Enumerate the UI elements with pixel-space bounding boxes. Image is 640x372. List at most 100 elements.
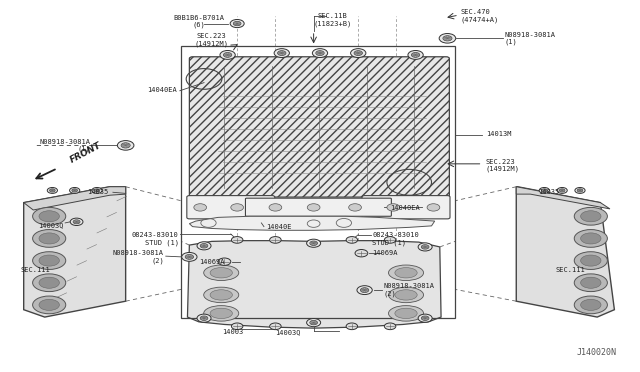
- FancyBboxPatch shape: [362, 196, 450, 219]
- Circle shape: [200, 316, 208, 320]
- Ellipse shape: [388, 306, 424, 321]
- Circle shape: [92, 187, 102, 193]
- Circle shape: [200, 244, 208, 248]
- Text: 14003: 14003: [222, 329, 244, 335]
- Circle shape: [385, 323, 396, 330]
- Polygon shape: [24, 187, 125, 317]
- Text: 14040E: 14040E: [266, 224, 291, 230]
- Circle shape: [269, 323, 281, 330]
- Circle shape: [220, 51, 236, 60]
- Text: SEC.223
(14912M): SEC.223 (14912M): [486, 159, 520, 173]
- Ellipse shape: [388, 265, 424, 280]
- Circle shape: [408, 51, 423, 60]
- Circle shape: [307, 204, 320, 211]
- Circle shape: [231, 204, 244, 211]
- Ellipse shape: [39, 211, 60, 222]
- Circle shape: [360, 288, 369, 292]
- Text: SEC.11B
(11823+B): SEC.11B (11823+B): [314, 13, 352, 27]
- Circle shape: [540, 187, 549, 193]
- Ellipse shape: [574, 230, 607, 247]
- Ellipse shape: [574, 296, 607, 314]
- Text: SEC.223
(14912M): SEC.223 (14912M): [195, 33, 228, 47]
- Circle shape: [307, 239, 321, 247]
- Circle shape: [197, 242, 211, 250]
- Ellipse shape: [580, 233, 601, 244]
- Ellipse shape: [33, 296, 66, 314]
- Polygon shape: [516, 187, 610, 209]
- Circle shape: [70, 218, 83, 225]
- Circle shape: [385, 237, 396, 243]
- Ellipse shape: [204, 265, 239, 280]
- Circle shape: [412, 52, 420, 57]
- Polygon shape: [24, 187, 125, 210]
- Circle shape: [49, 189, 55, 192]
- Ellipse shape: [210, 308, 232, 318]
- Ellipse shape: [574, 274, 607, 292]
- Ellipse shape: [210, 267, 232, 278]
- Ellipse shape: [39, 233, 60, 244]
- Circle shape: [234, 21, 241, 26]
- Text: SEC.470
(47474+A): SEC.470 (47474+A): [460, 9, 499, 23]
- Ellipse shape: [204, 306, 239, 321]
- Circle shape: [575, 187, 585, 193]
- Ellipse shape: [395, 267, 417, 278]
- Text: B0B1B6-B701A
(6): B0B1B6-B701A (6): [173, 15, 225, 28]
- Text: 14069A: 14069A: [199, 259, 225, 265]
- Circle shape: [418, 314, 432, 322]
- Ellipse shape: [574, 252, 607, 269]
- Ellipse shape: [580, 277, 601, 288]
- Circle shape: [232, 237, 243, 243]
- Text: 08243-83010
STUD (1): 08243-83010 STUD (1): [372, 232, 419, 246]
- Circle shape: [223, 52, 232, 57]
- Text: 14035: 14035: [87, 189, 108, 195]
- Circle shape: [94, 189, 100, 192]
- Ellipse shape: [33, 274, 66, 292]
- Ellipse shape: [39, 299, 60, 310]
- Text: N08918-3081A
(1): N08918-3081A (1): [40, 139, 91, 152]
- Circle shape: [346, 237, 358, 243]
- Circle shape: [443, 36, 452, 41]
- Ellipse shape: [33, 252, 66, 269]
- Circle shape: [421, 245, 429, 249]
- Text: 14069A: 14069A: [372, 250, 397, 256]
- Circle shape: [197, 314, 211, 322]
- Circle shape: [73, 220, 80, 224]
- Ellipse shape: [33, 230, 66, 247]
- Text: J140020N: J140020N: [576, 347, 616, 357]
- Ellipse shape: [580, 299, 601, 310]
- Text: N08918-3081A
(2): N08918-3081A (2): [384, 283, 435, 297]
- Circle shape: [117, 141, 134, 150]
- Ellipse shape: [395, 308, 417, 318]
- Polygon shape: [188, 241, 441, 328]
- Ellipse shape: [395, 290, 417, 300]
- Ellipse shape: [39, 277, 60, 288]
- Circle shape: [47, 187, 58, 193]
- Circle shape: [427, 204, 440, 211]
- Circle shape: [418, 243, 432, 251]
- Ellipse shape: [580, 255, 601, 266]
- Circle shape: [310, 241, 317, 246]
- Text: SEC.111: SEC.111: [20, 267, 51, 273]
- Text: 14040EA: 14040EA: [147, 87, 177, 93]
- Text: 14003Q: 14003Q: [38, 222, 64, 228]
- Text: FRONT: FRONT: [68, 141, 103, 165]
- FancyBboxPatch shape: [246, 198, 392, 216]
- Circle shape: [349, 204, 362, 211]
- Circle shape: [121, 143, 130, 148]
- Circle shape: [316, 51, 324, 55]
- Circle shape: [541, 189, 547, 192]
- Circle shape: [274, 49, 289, 58]
- Ellipse shape: [39, 255, 60, 266]
- Ellipse shape: [574, 208, 607, 225]
- Circle shape: [346, 323, 358, 330]
- FancyBboxPatch shape: [189, 57, 449, 197]
- Circle shape: [72, 189, 77, 192]
- Circle shape: [182, 253, 197, 261]
- Text: N08918-3081A
(1): N08918-3081A (1): [505, 32, 556, 45]
- Circle shape: [230, 19, 244, 28]
- Ellipse shape: [388, 287, 424, 303]
- Circle shape: [307, 318, 321, 327]
- Text: 14035: 14035: [538, 189, 559, 195]
- Circle shape: [185, 254, 193, 259]
- Ellipse shape: [33, 208, 66, 225]
